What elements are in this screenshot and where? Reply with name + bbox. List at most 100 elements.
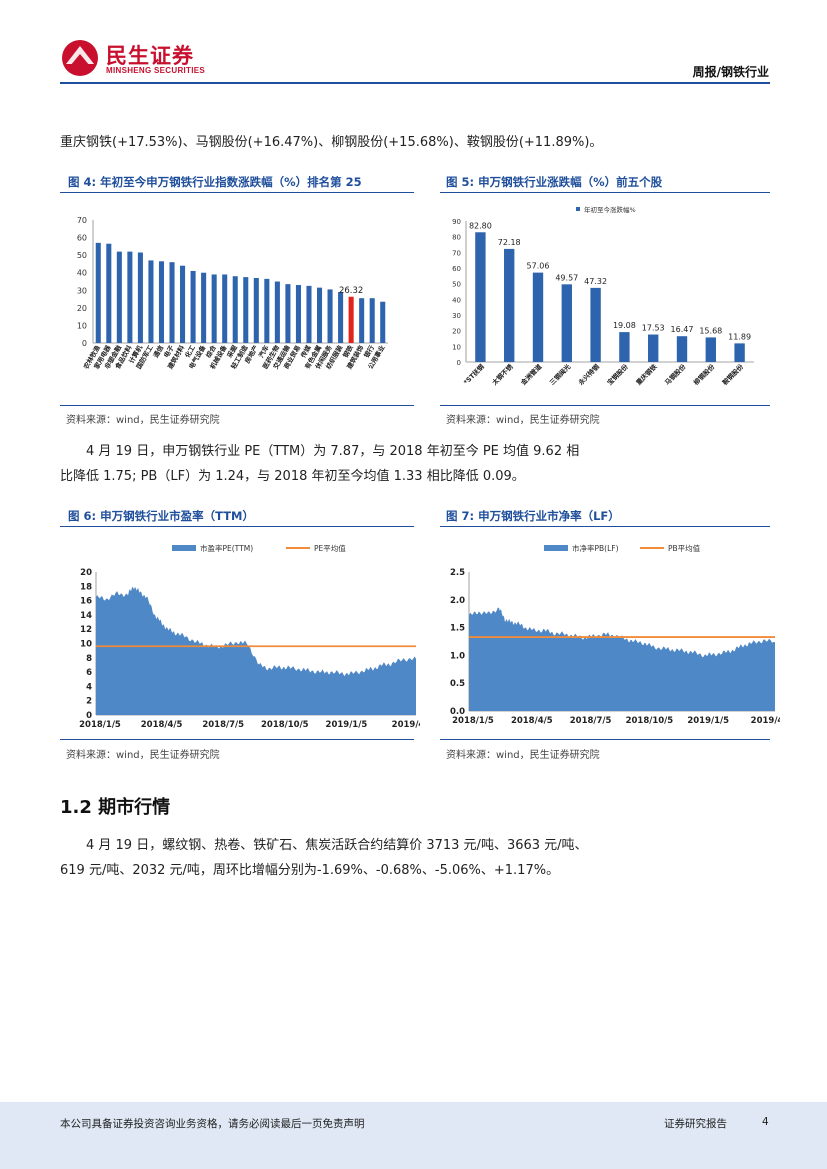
fig6-y-tick-label: 18 bbox=[80, 582, 92, 592]
footer-disclaimer: 本公司具备证券投资咨询业务资格，请务必阅读最后一页免责声明 bbox=[60, 1118, 365, 1130]
fig6-y-tick-label: 4 bbox=[86, 682, 92, 692]
fig7-y-tick-label: 2.0 bbox=[450, 596, 465, 606]
fig4-y-tick-label: 40 bbox=[77, 269, 87, 278]
fig7-y-tick-label: 2.5 bbox=[450, 568, 465, 578]
fig5-legend-swatch bbox=[576, 207, 580, 211]
fig7-x-tick-label: 2018/7/5 bbox=[570, 716, 612, 726]
fig4-bar bbox=[327, 289, 333, 343]
fig4-bar bbox=[180, 265, 186, 343]
fig5-category-label: 柳钢股份 bbox=[691, 362, 716, 387]
fig5-data-label: 72.18 bbox=[498, 238, 521, 247]
fig4-bar bbox=[243, 277, 249, 343]
fig7-x-tick-label: 2019/4 bbox=[751, 716, 780, 726]
fig5-y-tick-label: 70 bbox=[452, 249, 461, 257]
section-title: 1.2 期市行情 bbox=[60, 797, 171, 818]
fig7-y-tick-label: 0.0 bbox=[450, 707, 465, 717]
fig4-bar bbox=[348, 296, 354, 343]
fig5-category-label: 永兴特钢 bbox=[576, 362, 602, 388]
fig5-bar bbox=[475, 232, 486, 362]
fig5-title-rule bbox=[440, 192, 770, 193]
fig5-bar bbox=[734, 343, 745, 362]
brand-name-en: MINSHENG SECURITIES bbox=[106, 66, 206, 75]
fig5-data-label: 19.08 bbox=[613, 321, 636, 330]
fig4-bar bbox=[232, 276, 238, 343]
fig5-category-label: 重庆钢铁 bbox=[634, 362, 659, 387]
fig5-bar bbox=[676, 336, 688, 362]
fig5-y-tick-label: 20 bbox=[452, 328, 461, 336]
fig5-category-label: *ST抚钢 bbox=[461, 362, 486, 387]
fig4-bar bbox=[201, 272, 207, 343]
fig7-x-tick-label: 2018/4/5 bbox=[511, 716, 553, 726]
fig4-y-tick-label: 50 bbox=[77, 251, 87, 260]
fig7-bottom-rule bbox=[440, 739, 770, 740]
fig6-x-tick-label: 2019/1/5 bbox=[326, 720, 368, 730]
fig5-category-label: 太钢不锈 bbox=[489, 362, 515, 388]
fig5-data-label: 16.47 bbox=[671, 325, 694, 334]
fig4-bar bbox=[316, 287, 323, 343]
fig5-data-label: 15.68 bbox=[699, 326, 722, 335]
fig4-chart: 010203040506070农林牧渔家用电器非银金融食品饮料计算机国防军工通信… bbox=[77, 216, 388, 371]
fig4-y-tick-label: 60 bbox=[77, 234, 87, 243]
fig4-y-tick-label: 0 bbox=[82, 339, 87, 348]
fig7-y-tick-label: 0.5 bbox=[450, 679, 465, 689]
fig5-bar bbox=[619, 332, 630, 362]
fig7-legend-swatch-area bbox=[544, 545, 568, 551]
fig4-source: 资料来源：wind，民生证券研究院 bbox=[66, 415, 220, 426]
fig5-category-label: 马钢股份 bbox=[663, 362, 688, 387]
fig7-title: 图 7: 申万钢铁行业市净率（LF） bbox=[446, 509, 620, 523]
fig4-bar bbox=[148, 260, 154, 343]
fig5-bar bbox=[561, 284, 572, 362]
fig4-bar bbox=[369, 298, 375, 343]
fig6-area-series bbox=[96, 586, 416, 715]
fig5-source: 资料来源：wind，民生证券研究院 bbox=[446, 415, 600, 426]
fig7-y-tick-label: 1.5 bbox=[450, 624, 465, 634]
fig6-x-tick-label: 2018/1/5 bbox=[79, 720, 121, 730]
fig6-title-rule bbox=[60, 526, 414, 527]
fig4-bar bbox=[106, 243, 112, 343]
fig6-legend-swatch-area bbox=[172, 545, 196, 551]
report-tag: 周报/钢铁行业 bbox=[692, 65, 769, 79]
paragraph-top-stocks: 重庆钢铁(+17.53%)、马钢股份(+16.47%)、柳钢股份(+15.68%… bbox=[60, 135, 603, 150]
fig5-bar bbox=[504, 248, 515, 362]
fig6-bottom-rule bbox=[60, 739, 414, 740]
fig4-title: 图 4: 年初至今申万钢铁行业指数涨跌幅（%）排名第 25 bbox=[68, 175, 362, 189]
fig5-legend-label: 年初至今涨跌幅% bbox=[584, 205, 636, 214]
fig5-data-label: 47.32 bbox=[584, 277, 607, 286]
fig5-y-tick-label: 50 bbox=[452, 281, 461, 289]
fig6-legend-label-mean: PE平均值 bbox=[314, 543, 346, 553]
fig5-y-tick-label: 10 bbox=[452, 343, 461, 351]
fig4-bar bbox=[190, 270, 196, 343]
fig4-bar bbox=[359, 298, 365, 343]
fig5-chart: 年初至今涨跌幅% 0 10 20 30 40 50 60 70 80 90 82.80 *ST抚钢 72.… bbox=[452, 205, 754, 388]
fig4-bar bbox=[137, 252, 143, 343]
fig6-y-tick-label: 14 bbox=[80, 611, 92, 621]
fig5-bottom-rule bbox=[440, 405, 770, 406]
fig6-y-tick-label: 0 bbox=[86, 711, 92, 721]
fig4-bar bbox=[338, 292, 344, 343]
fig6-x-tick-label: 2018/10/5 bbox=[261, 720, 309, 730]
fig4-bar bbox=[253, 277, 259, 343]
fig6-source: 资料来源：wind，民生证券研究院 bbox=[66, 750, 220, 761]
fig4-data-label: 26.32 bbox=[339, 286, 363, 296]
fig5-y-tick-label: 0 bbox=[457, 359, 461, 367]
fig7-source: 资料来源：wind，民生证券研究院 bbox=[446, 750, 600, 761]
paragraph-futures-line1: 4 月 19 日，螺纹钢、热卷、铁矿石、焦炭活跃合约结算价 3713 元/吨、3… bbox=[86, 838, 588, 853]
fig6-title: 图 6: 申万钢铁行业市盈率（TTM） bbox=[68, 509, 255, 523]
fig4-bar bbox=[274, 281, 280, 343]
footer-report-type: 证券研究报告 bbox=[664, 1118, 727, 1130]
fig7-chart: 市净率PB(LF) PB平均值 0.0 0.5 1.0 1.5 2.0 2.5 2018/1/5… bbox=[450, 543, 780, 726]
fig4-bar bbox=[295, 285, 301, 343]
fig5-category-label: 宝钢股份 bbox=[605, 362, 630, 387]
fig5-data-label: 17.53 bbox=[642, 324, 665, 333]
fig5-category-label: 鞍钢股份 bbox=[720, 362, 745, 387]
fig4-y-tick-label: 10 bbox=[77, 321, 87, 330]
fig6-x-tick-label: 2018/4/5 bbox=[141, 720, 183, 730]
fig7-y-tick-label: 1.0 bbox=[450, 651, 465, 661]
page-number: 4 bbox=[762, 1116, 769, 1128]
fig7-legend-label-area: 市净率PB(LF) bbox=[572, 543, 619, 553]
fig6-y-tick-label: 8 bbox=[86, 654, 92, 664]
fig4-bar bbox=[127, 251, 133, 343]
fig5-bar bbox=[532, 272, 544, 362]
fig7-x-tick-label: 2019/1/5 bbox=[687, 716, 729, 726]
fig4-bar bbox=[211, 274, 217, 343]
